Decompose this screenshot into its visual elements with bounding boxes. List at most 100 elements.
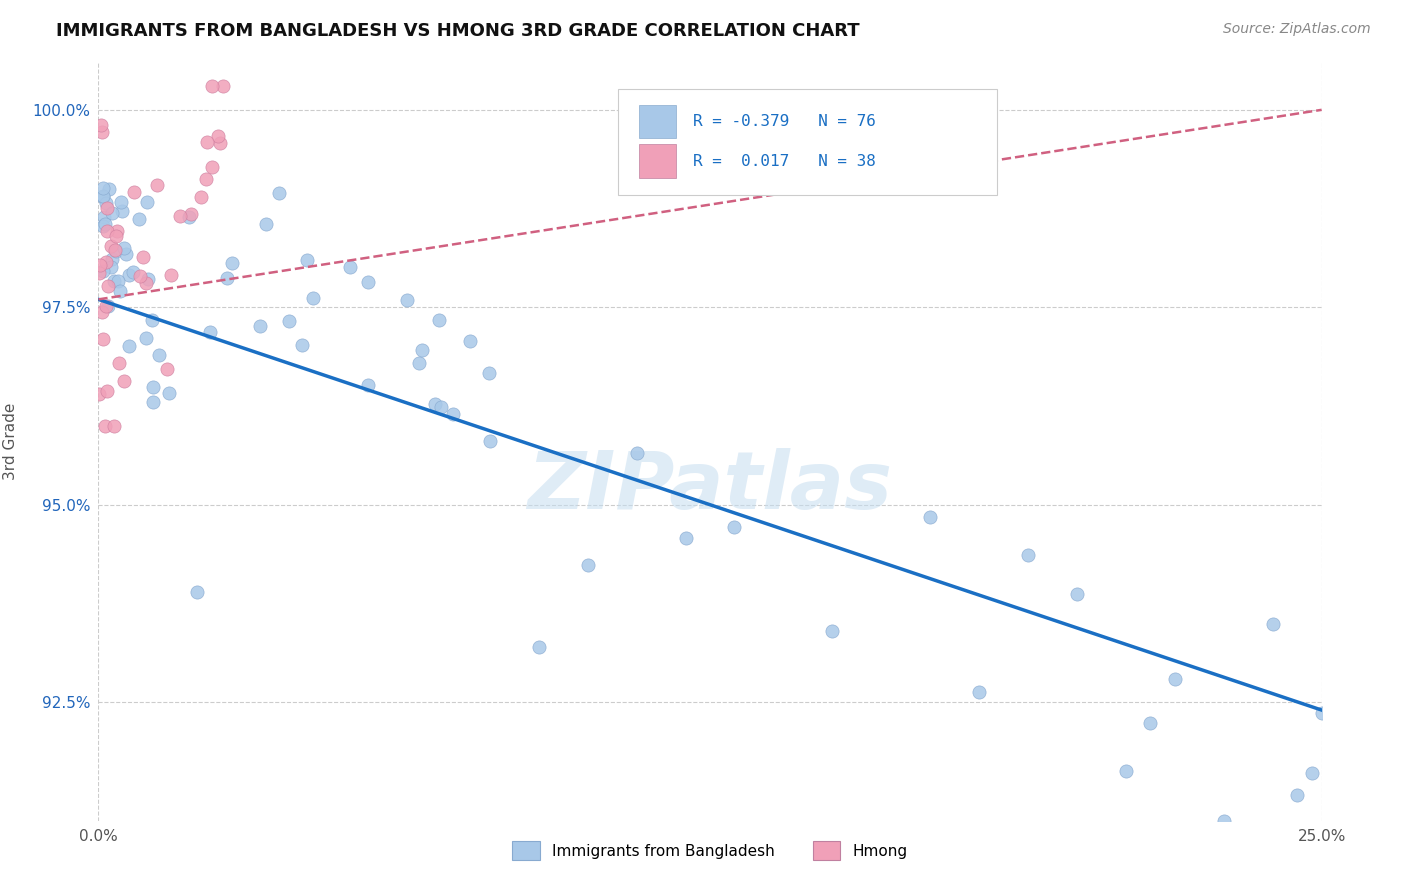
Point	[136, 271, 159, 285]
Point	[441, 407, 464, 421]
Point	[1017, 548, 1039, 562]
Point	[408, 356, 430, 370]
Point	[89, 258, 111, 272]
Point	[90, 304, 112, 318]
Text: ZIPatlas: ZIPatlas	[527, 448, 893, 526]
Text: R = -0.379   N = 76: R = -0.379 N = 76	[693, 114, 876, 129]
Point	[1212, 814, 1234, 828]
Point	[278, 314, 301, 328]
Point	[128, 269, 150, 284]
Point	[98, 182, 121, 196]
Point	[91, 333, 114, 347]
Point	[128, 212, 150, 227]
Bar	[640, 105, 676, 138]
Point	[104, 243, 127, 257]
Point	[94, 299, 117, 313]
Point	[458, 334, 481, 348]
Point	[135, 331, 157, 345]
Point	[107, 274, 129, 288]
Point	[1164, 673, 1187, 687]
Point	[478, 434, 501, 448]
Point	[105, 244, 128, 258]
Point	[209, 136, 232, 150]
Point	[110, 195, 132, 210]
Point	[97, 299, 120, 313]
Point	[201, 160, 224, 174]
Point	[249, 318, 271, 333]
Point	[180, 207, 202, 221]
Point	[1066, 587, 1088, 601]
Point	[104, 229, 127, 244]
Point	[103, 274, 125, 288]
Point	[87, 266, 110, 280]
Y-axis label: 3rd Grade: 3rd Grade	[3, 403, 18, 480]
Point	[94, 255, 117, 269]
Point	[101, 206, 124, 220]
Point	[207, 129, 229, 144]
Point	[111, 203, 134, 218]
Point	[1261, 617, 1284, 632]
Point	[194, 171, 217, 186]
Point	[146, 178, 169, 193]
Point	[527, 640, 550, 654]
Point	[91, 181, 114, 195]
Point	[118, 339, 141, 353]
Point	[195, 135, 218, 149]
Point	[723, 519, 745, 533]
Point	[91, 190, 114, 204]
Point	[212, 79, 235, 94]
Point	[160, 268, 183, 282]
Point	[396, 293, 419, 307]
Text: IMMIGRANTS FROM BANGLADESH VS HMONG 3RD GRADE CORRELATION CHART: IMMIGRANTS FROM BANGLADESH VS HMONG 3RD …	[56, 22, 860, 40]
Point	[221, 256, 243, 270]
Point	[100, 239, 122, 253]
Point	[141, 313, 163, 327]
Point	[478, 366, 501, 380]
Point	[675, 531, 697, 545]
Point	[177, 211, 200, 225]
Point	[91, 189, 114, 203]
Point	[122, 185, 145, 199]
Point	[295, 252, 318, 267]
Point	[427, 312, 450, 326]
Legend: Immigrants from Bangladesh, Hmong: Immigrants from Bangladesh, Hmong	[506, 835, 914, 866]
Point	[142, 380, 165, 394]
Point	[291, 338, 314, 352]
Point	[87, 387, 110, 401]
Point	[112, 241, 135, 255]
Point	[201, 79, 224, 94]
Point	[91, 263, 114, 277]
Point	[301, 291, 323, 305]
Point	[93, 210, 115, 224]
Point	[430, 400, 453, 414]
Point	[132, 250, 155, 264]
Point	[100, 260, 122, 274]
Point	[91, 125, 114, 139]
Point	[920, 510, 942, 524]
Point	[1310, 706, 1333, 720]
Point	[103, 418, 125, 433]
Point	[190, 189, 212, 203]
Point	[118, 268, 141, 282]
Point	[356, 275, 378, 289]
Point	[169, 209, 191, 223]
Point	[101, 252, 124, 266]
Point	[1301, 765, 1323, 780]
Bar	[640, 145, 676, 178]
Point	[108, 285, 131, 299]
Point	[186, 585, 208, 599]
Point	[97, 279, 120, 293]
Point	[94, 418, 117, 433]
Point	[254, 217, 277, 231]
Point	[115, 247, 138, 261]
Point	[1286, 788, 1309, 802]
Point	[967, 685, 990, 699]
Point	[339, 260, 361, 274]
Point	[96, 384, 118, 398]
Point	[105, 224, 128, 238]
Point	[576, 558, 599, 572]
Point	[148, 348, 170, 362]
Point	[142, 395, 165, 409]
Point	[94, 217, 117, 231]
Point	[267, 186, 290, 201]
